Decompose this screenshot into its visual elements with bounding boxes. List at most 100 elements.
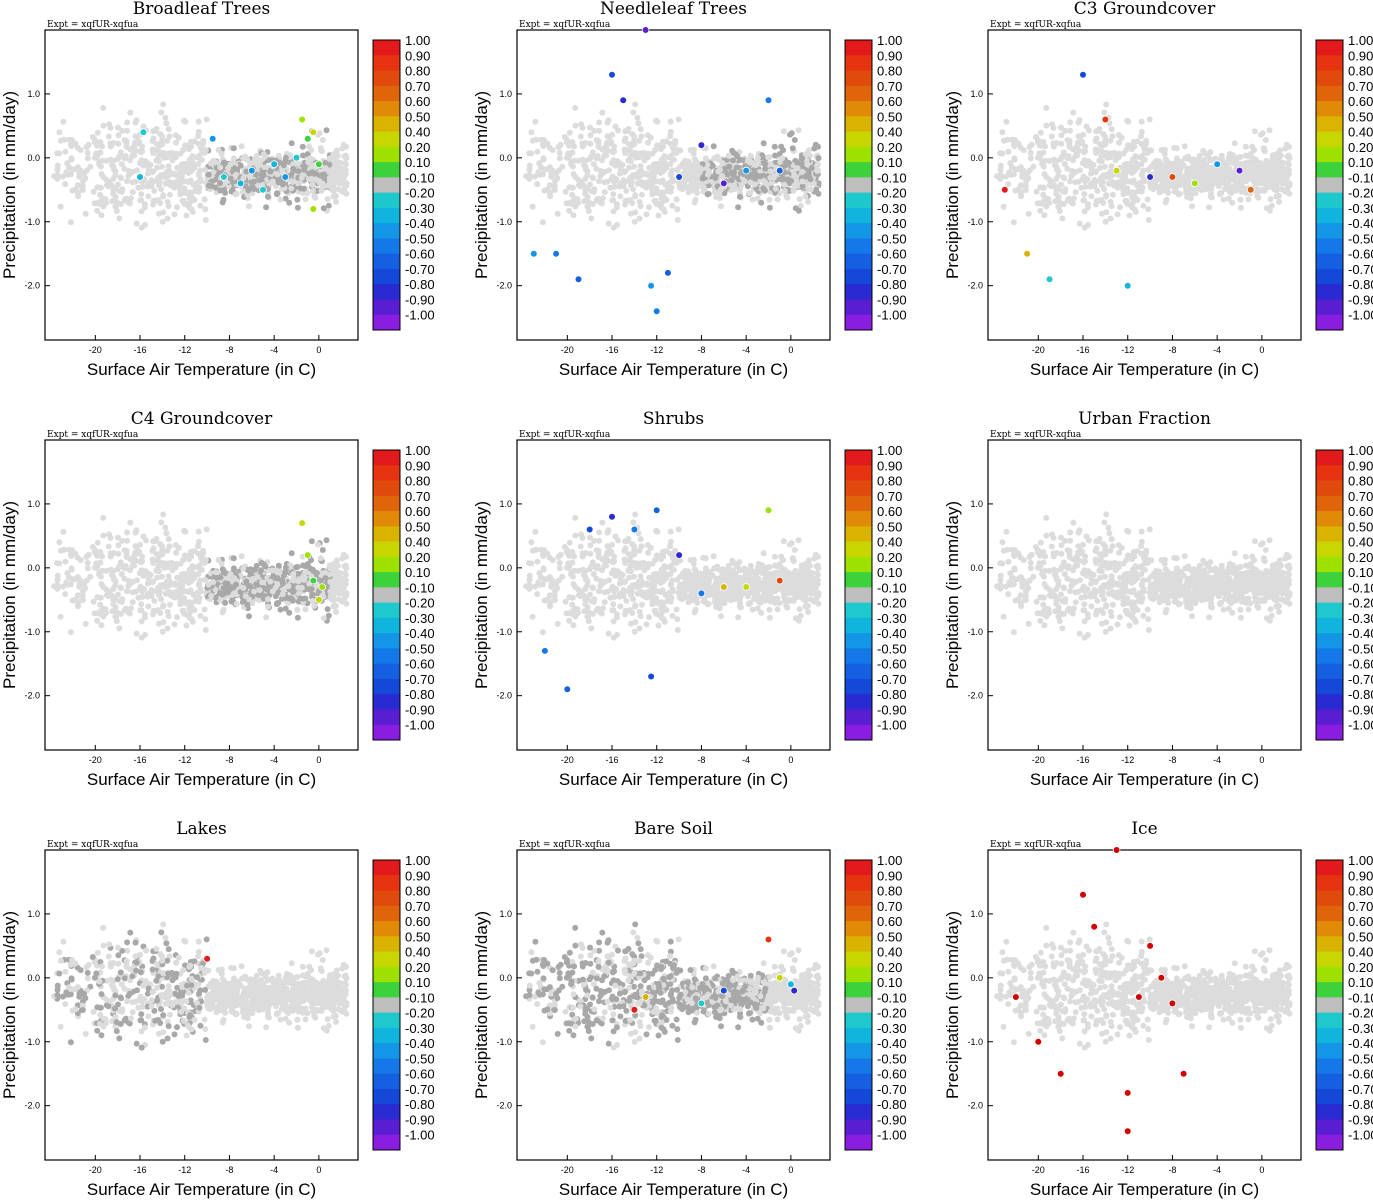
data-point [166, 578, 173, 585]
data-point [1098, 197, 1105, 203]
colorbar-label: -0.80 [1348, 277, 1373, 292]
highlighted-point [1101, 115, 1110, 124]
data-point [1093, 135, 1100, 142]
data-point [256, 177, 263, 184]
data-point [595, 143, 602, 150]
highlighted-point [1023, 249, 1031, 258]
colorbar-swatch [1316, 177, 1343, 194]
data-point [1107, 180, 1114, 187]
data-point [156, 210, 162, 217]
data-point [124, 588, 130, 595]
data-point [244, 192, 251, 198]
data-point [127, 605, 134, 612]
colorbar-label: 0.20 [405, 550, 430, 565]
highlighted-point [309, 205, 318, 213]
data-point [143, 537, 149, 544]
data-point [1076, 220, 1083, 227]
data-point [159, 547, 166, 554]
data-point [166, 191, 173, 198]
colorbar-swatch [373, 511, 400, 527]
data-point [652, 147, 659, 154]
data-point [997, 162, 1004, 169]
data-point [1262, 172, 1269, 178]
data-point [579, 156, 586, 163]
data-point [1126, 178, 1133, 185]
data-point [270, 573, 277, 580]
data-point [1108, 126, 1115, 133]
data-point [74, 164, 81, 171]
data-point [169, 182, 176, 189]
data-point [277, 196, 284, 203]
data-point [787, 131, 793, 138]
colorbar-label: -0.10 [405, 580, 435, 595]
data-point [217, 590, 223, 597]
highlighted-point [1246, 186, 1255, 194]
highlighted-point [719, 179, 728, 188]
data-point [301, 576, 308, 583]
data-point [718, 613, 724, 620]
data-point [1127, 162, 1133, 169]
colorbar-swatch [373, 85, 400, 102]
data-point [165, 560, 172, 567]
data-point [1007, 171, 1014, 178]
data-point [231, 165, 238, 172]
data-point [1058, 124, 1064, 131]
data-point [195, 118, 202, 125]
data-point [599, 195, 606, 202]
data-point [590, 161, 597, 168]
data-point [526, 172, 533, 178]
data-point [155, 563, 162, 570]
highlighted-point [675, 173, 683, 181]
colorbar-swatch [845, 40, 872, 56]
colorbar-swatch [1316, 162, 1343, 178]
data-point [138, 601, 145, 608]
data-point [165, 163, 172, 170]
data-point [320, 615, 327, 622]
data-point [771, 143, 778, 150]
colorbar-label: -0.30 [1348, 201, 1373, 216]
data-point [93, 150, 100, 157]
colorbar-swatch [845, 55, 872, 72]
data-point [792, 205, 799, 212]
data-point [666, 154, 672, 161]
data-point [1189, 203, 1195, 210]
colorbar-swatch [373, 268, 400, 285]
data-point [197, 612, 204, 619]
data-point [814, 167, 821, 174]
data-point [1080, 197, 1087, 204]
data-point [98, 622, 105, 629]
data-point [1086, 127, 1092, 134]
data-point [1208, 186, 1214, 193]
data-point [327, 178, 334, 185]
data-point [1252, 181, 1259, 188]
data-point [295, 578, 302, 585]
data-point [336, 165, 343, 171]
data-point [1003, 118, 1010, 125]
data-point [138, 634, 145, 641]
data-point [1262, 137, 1269, 143]
data-point [718, 203, 724, 210]
data-point [715, 168, 722, 175]
data-point [585, 208, 592, 215]
data-point [112, 185, 118, 192]
data-point [240, 565, 247, 572]
data-point [736, 193, 743, 200]
data-point [148, 593, 155, 600]
data-point [1043, 104, 1050, 111]
data-point [1101, 186, 1108, 193]
data-point [1160, 180, 1166, 187]
colorbar-swatch [1316, 207, 1343, 224]
data-point [227, 585, 234, 592]
x-tick-label: -20 [1032, 345, 1045, 355]
data-point [195, 543, 202, 550]
data-point [217, 180, 223, 187]
data-point [194, 564, 200, 571]
highlighted-point [292, 154, 301, 162]
data-point [1039, 158, 1046, 165]
colorbar-swatch [845, 299, 872, 316]
data-point [202, 166, 209, 173]
colorbar-label: -1.00 [405, 308, 435, 323]
data-point [274, 581, 281, 588]
data-point [1070, 170, 1076, 177]
data-point [59, 173, 66, 180]
